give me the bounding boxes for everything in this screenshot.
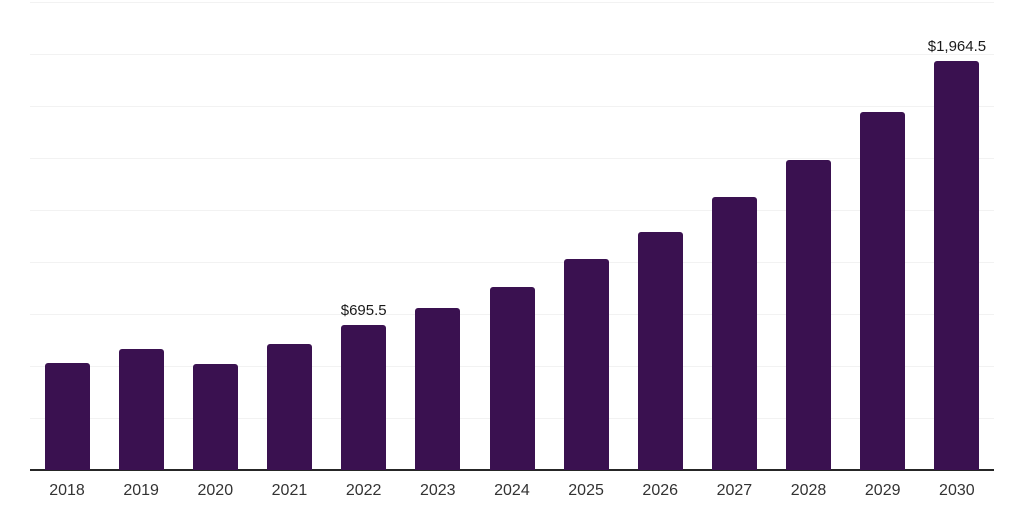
- bar-2023: [415, 307, 461, 470]
- x-axis-label-2021: 2021: [271, 482, 308, 499]
- bar-2029: [860, 112, 906, 470]
- x-axis-label-2020: 2020: [197, 482, 234, 499]
- plot-area: $695.5 $1,964.5: [30, 2, 994, 471]
- x-axis-label-2026: 2026: [642, 482, 679, 499]
- bar-2025: [563, 259, 609, 470]
- bar-2021: [267, 343, 313, 470]
- bar-2028: [786, 159, 832, 470]
- gridline: [30, 210, 994, 211]
- x-axis-label-2028: 2028: [790, 482, 827, 499]
- x-axis-line: [30, 469, 994, 471]
- x-axis-label-2029: 2029: [864, 482, 901, 499]
- bar-2020: [192, 363, 238, 470]
- bar-2026: [637, 232, 683, 470]
- gridline: [30, 262, 994, 263]
- gridline: [30, 54, 994, 55]
- x-axis-label-2027: 2027: [716, 482, 753, 499]
- bar-2027: [711, 196, 757, 470]
- x-axis-label-2022: 2022: [345, 482, 382, 499]
- bar-value-label-2030: $1,964.5: [927, 38, 987, 56]
- bar-2030: [934, 61, 980, 470]
- bar-2022: [341, 325, 387, 470]
- bar-2018: [44, 363, 90, 470]
- x-axis-label-2018: 2018: [49, 482, 85, 499]
- bar-2019: [118, 349, 164, 470]
- x-axis-label-2023: 2023: [419, 482, 456, 499]
- gridline: [30, 2, 994, 3]
- bar-2024: [489, 286, 535, 470]
- x-axis-label-2024: 2024: [494, 482, 530, 499]
- x-axis-label-2019: 2019: [123, 482, 159, 499]
- x-axis-label-2025: 2025: [568, 482, 604, 499]
- x-axis-label-2030: 2030: [939, 482, 975, 499]
- gridline: [30, 158, 994, 159]
- gridline: [30, 106, 994, 107]
- bar-value-label-2022: $695.5: [340, 302, 387, 320]
